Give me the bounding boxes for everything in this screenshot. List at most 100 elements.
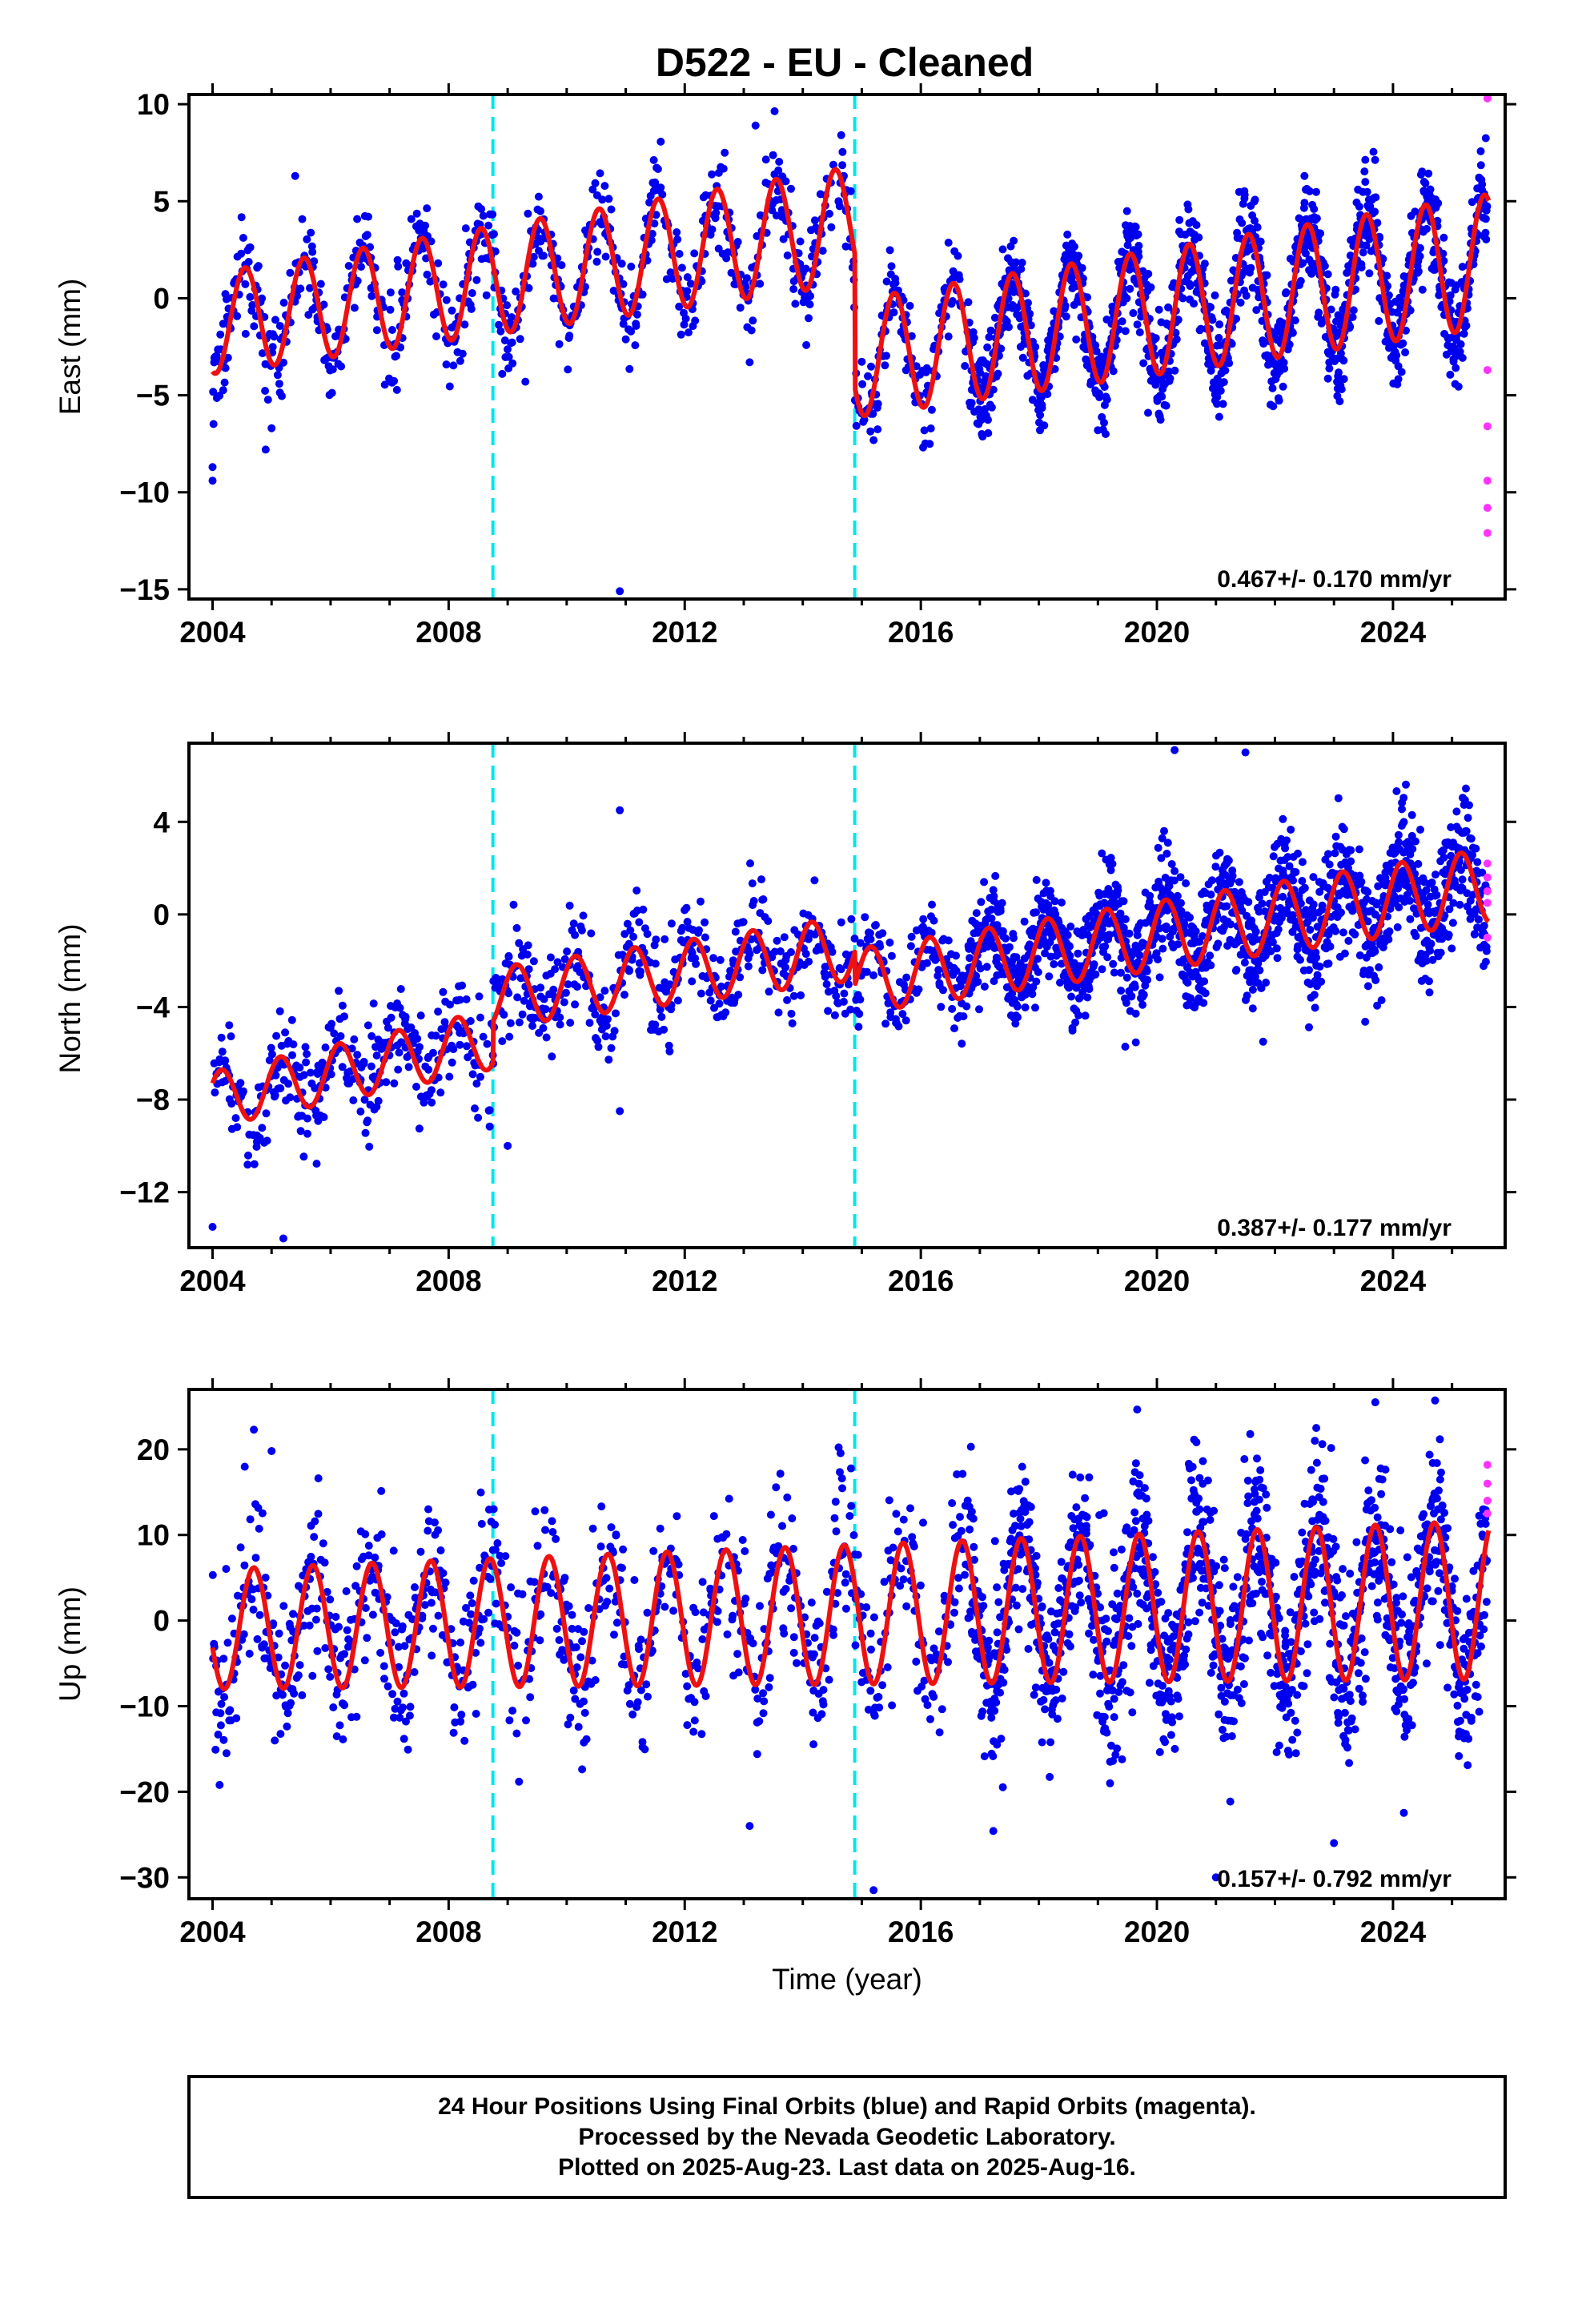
east-x-tick-label: 2020 xyxy=(1124,616,1190,649)
north-data-point xyxy=(1273,954,1282,963)
north-data-point xyxy=(1395,903,1403,911)
north-data-point xyxy=(233,1123,242,1132)
east-data-point xyxy=(1238,219,1247,227)
north-data-point xyxy=(1170,746,1179,754)
north-data-point xyxy=(504,989,513,998)
east-data-point xyxy=(1154,305,1163,314)
north-data-point xyxy=(1220,923,1228,931)
east-data-point xyxy=(873,400,882,408)
north-data-point xyxy=(504,1141,512,1150)
north-data-point xyxy=(225,1021,234,1030)
up-data-point xyxy=(402,1717,410,1726)
up-data-point xyxy=(434,1526,443,1534)
north-data-point xyxy=(276,1084,285,1092)
north-data-point xyxy=(1074,1011,1083,1019)
north-data-point xyxy=(1177,899,1185,907)
east-data-point xyxy=(367,292,376,300)
north-data-point xyxy=(1289,876,1298,885)
east-data-point xyxy=(1135,328,1144,336)
east-data-point xyxy=(460,320,469,329)
north-data-point xyxy=(1066,942,1074,951)
east-data-point xyxy=(319,300,328,309)
east-data-point xyxy=(1172,335,1181,344)
north-data-point xyxy=(962,1002,971,1011)
east-data-point xyxy=(508,359,517,368)
up-data-point xyxy=(223,1638,232,1647)
north-data-point xyxy=(338,1063,347,1072)
east-data-point xyxy=(627,327,636,336)
north-data-point xyxy=(265,1056,274,1064)
east-data-point xyxy=(261,445,270,454)
east-data-point xyxy=(449,361,458,370)
up-data-point xyxy=(405,1711,414,1720)
east-data-point xyxy=(241,279,250,288)
north-data-point xyxy=(1158,834,1166,842)
east-data-point xyxy=(432,332,440,340)
up-data-layer xyxy=(208,1389,1492,1899)
north-data-point xyxy=(980,878,989,887)
north-data-point xyxy=(1315,887,1324,896)
east-data-point xyxy=(357,263,365,271)
north-data-point xyxy=(1162,922,1170,931)
east-data-point xyxy=(254,262,263,271)
east-data-point xyxy=(380,380,389,389)
east-rapid-point xyxy=(1483,422,1492,431)
north-data-point xyxy=(221,1056,230,1065)
east-data-point xyxy=(1360,167,1369,176)
east-data-point xyxy=(600,182,609,191)
east-data-point xyxy=(1094,426,1102,435)
north-model-fit-line xyxy=(210,850,1491,1122)
north-data-point xyxy=(262,1109,271,1118)
north-data-point xyxy=(1154,955,1162,963)
north-data-point xyxy=(515,939,524,947)
east-data-point xyxy=(1300,199,1309,207)
east-data-point xyxy=(756,279,765,288)
north-data-point xyxy=(483,1039,492,1048)
east-data-point xyxy=(1384,291,1393,300)
east-data-point xyxy=(263,396,272,404)
north-data-point xyxy=(1283,836,1291,845)
east-data-point xyxy=(841,242,850,251)
north-data-point xyxy=(1154,843,1162,852)
east-data-point xyxy=(1331,285,1340,294)
north-data-point xyxy=(1394,830,1403,839)
east-data-point xyxy=(1397,368,1406,376)
east-data-point xyxy=(656,137,665,146)
north-data-point xyxy=(906,942,915,951)
north-data-point xyxy=(1117,987,1126,995)
north-data-point xyxy=(1423,900,1432,909)
east-data-point xyxy=(604,195,613,203)
east-y-tick-label: 0 xyxy=(153,282,170,315)
east-data-point xyxy=(328,365,337,374)
east-data-point xyxy=(1282,288,1291,296)
east-data-point xyxy=(1031,343,1040,352)
east-data-point xyxy=(220,378,229,387)
up-data-point xyxy=(379,1662,388,1671)
east-data-point xyxy=(364,212,372,221)
east-y-axis-label: East (mm) xyxy=(54,279,86,416)
north-data-point xyxy=(1456,900,1464,909)
up-data-point xyxy=(456,1717,465,1726)
north-y-tick-label: −4 xyxy=(136,991,171,1023)
north-data-point xyxy=(1481,958,1490,966)
north-data-point xyxy=(1283,853,1292,862)
north-data-point xyxy=(869,971,877,979)
east-data-point xyxy=(484,221,493,230)
north-data-point xyxy=(600,987,609,995)
east-data-point xyxy=(423,270,432,279)
north-data-point xyxy=(959,1012,968,1021)
north-data-point xyxy=(468,1070,477,1079)
east-data-point xyxy=(677,263,686,272)
north-data-point xyxy=(1392,787,1401,795)
north-data-point xyxy=(1235,878,1243,887)
north-data-point xyxy=(745,950,754,959)
north-data-point xyxy=(1331,832,1340,841)
east-data-point xyxy=(779,235,788,243)
east-data-point xyxy=(1399,339,1407,348)
east-data-point xyxy=(1114,325,1123,334)
north-data-point xyxy=(596,993,604,1002)
up-data-point xyxy=(255,1610,264,1619)
east-data-point xyxy=(1299,259,1307,267)
east-data-point xyxy=(386,305,395,314)
north-data-point xyxy=(434,1007,443,1016)
